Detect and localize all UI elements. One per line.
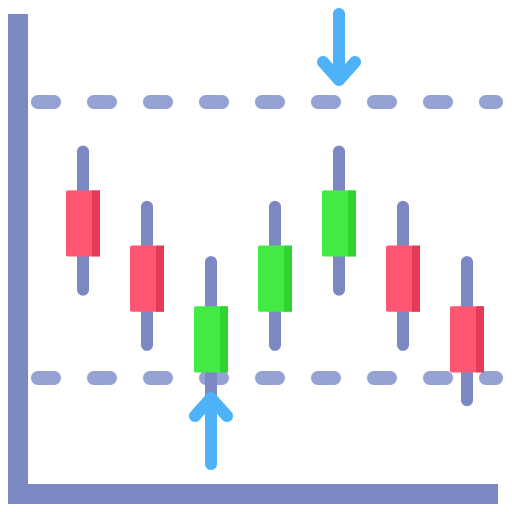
candle-body-shade	[92, 190, 100, 257]
candle-2	[130, 200, 164, 351]
candle-body	[450, 306, 484, 373]
candle-body-shade	[156, 245, 164, 312]
arrow-head	[317, 56, 361, 86]
candle-body	[386, 245, 420, 312]
y-axis	[8, 14, 28, 504]
candle-4	[258, 200, 292, 351]
candle-body	[130, 245, 164, 312]
candle-body	[322, 190, 356, 257]
axes	[8, 14, 498, 504]
candle-7	[450, 256, 484, 407]
candle-6	[386, 200, 420, 351]
x-axis	[8, 484, 498, 504]
arrow-up-icon	[189, 392, 233, 470]
candles	[66, 145, 484, 407]
arrow-down-icon	[317, 8, 361, 86]
candle-body	[66, 190, 100, 257]
candle-5	[322, 145, 356, 296]
candle-body-shade	[348, 190, 356, 257]
candle-3	[194, 256, 228, 407]
candle-body-shade	[476, 306, 484, 373]
candle-body-shade	[220, 306, 228, 373]
candle-body-shade	[284, 245, 292, 312]
candle-body-shade	[412, 245, 420, 312]
candle-body	[194, 306, 228, 373]
candle-1	[66, 145, 100, 296]
arrows	[189, 8, 361, 470]
arrow-head	[189, 392, 233, 422]
level-lines	[31, 95, 503, 385]
candle-body	[258, 245, 292, 312]
